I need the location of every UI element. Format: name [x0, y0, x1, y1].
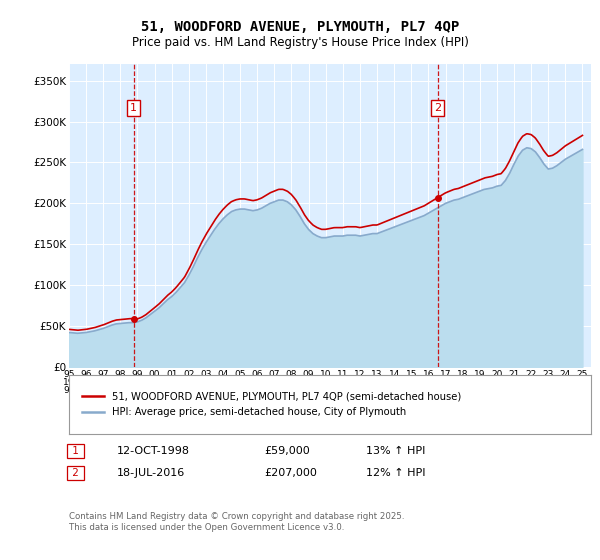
Text: 2: 2: [69, 468, 82, 478]
Text: Contains HM Land Registry data © Crown copyright and database right 2025.
This d: Contains HM Land Registry data © Crown c…: [69, 512, 404, 532]
Text: £59,000: £59,000: [264, 446, 310, 456]
Text: 1: 1: [69, 446, 82, 456]
Text: 12% ↑ HPI: 12% ↑ HPI: [366, 468, 425, 478]
Text: Price paid vs. HM Land Registry's House Price Index (HPI): Price paid vs. HM Land Registry's House …: [131, 36, 469, 49]
Text: 13% ↑ HPI: 13% ↑ HPI: [366, 446, 425, 456]
Text: 12-OCT-1998: 12-OCT-1998: [117, 446, 190, 456]
Legend: 51, WOODFORD AVENUE, PLYMOUTH, PL7 4QP (semi-detached house), HPI: Average price: 51, WOODFORD AVENUE, PLYMOUTH, PL7 4QP (…: [79, 389, 464, 421]
Text: 1: 1: [130, 103, 137, 113]
Text: 51, WOODFORD AVENUE, PLYMOUTH, PL7 4QP: 51, WOODFORD AVENUE, PLYMOUTH, PL7 4QP: [141, 20, 459, 34]
Text: £207,000: £207,000: [264, 468, 317, 478]
Text: 18-JUL-2016: 18-JUL-2016: [117, 468, 185, 478]
Text: 2: 2: [434, 103, 441, 113]
